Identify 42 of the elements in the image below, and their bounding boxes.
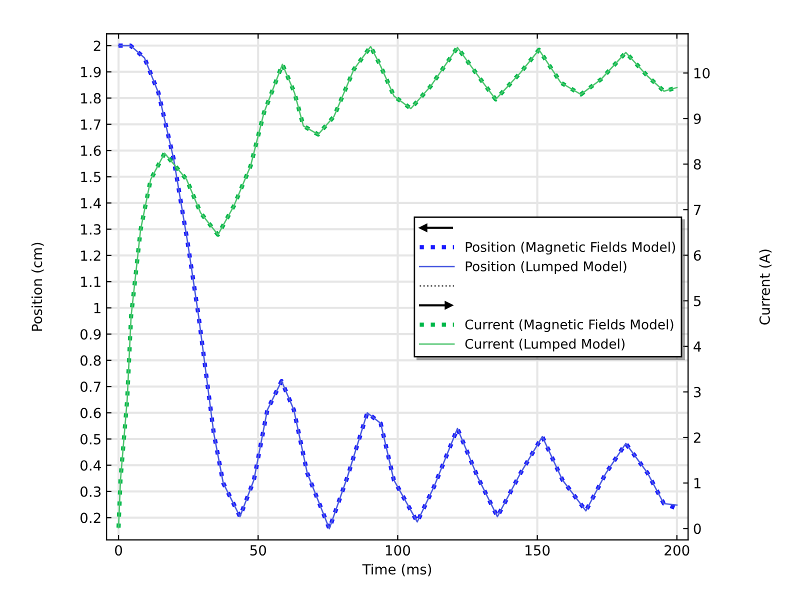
y-tick-label: 1 — [94, 303, 100, 314]
y-tick-label: 0.9 — [80, 329, 101, 340]
y-tick-label: 1.9 — [81, 66, 101, 78]
y2-tick-label: 8 — [694, 159, 701, 170]
y2-tick-label: 5 — [694, 296, 701, 306]
y2-tick-label: 6 — [694, 250, 701, 261]
x-tick-label: 100 — [386, 545, 410, 556]
x-tick-label: 0 — [115, 545, 122, 556]
y-tick-label: 1.1 — [81, 276, 100, 287]
y-tick-label: 2 — [94, 40, 100, 51]
x-tick-label: 200 — [664, 545, 690, 556]
legend-label: Position (Lumped Model) — [466, 261, 626, 274]
y-tick-label: 1.2 — [81, 250, 100, 261]
y-tick-label: 0.2 — [80, 512, 100, 524]
y-tick-label: 0.5 — [80, 434, 100, 444]
y2-tick-label: 10 — [694, 68, 710, 78]
y-tick-label: 0.3 — [80, 486, 101, 497]
y-axis-title: Position (cm) — [31, 242, 44, 331]
legend-label: Current (Magnetic Fields Model) — [465, 319, 674, 332]
x-tick-label: 50 — [250, 545, 266, 556]
y-tick-label: 1.8 — [81, 93, 101, 104]
x-axis-title: Time (ms) — [362, 564, 432, 576]
y2-tick-label: 0 — [694, 524, 701, 534]
y-tick-label: 1.4 — [81, 198, 101, 208]
legend-label: Position (Magnetic Fields Model) — [466, 242, 676, 255]
x-tick-label: 150 — [526, 545, 550, 556]
y2-tick-label: 3 — [694, 386, 701, 398]
y-tick-label: 1.7 — [81, 119, 100, 130]
y-tick-label: 0.6 — [80, 408, 101, 418]
legend-label: Current (Lumped Model) — [465, 338, 624, 352]
y-tick-label: 0.7 — [80, 382, 100, 392]
y2-axis-title: Current (A) — [759, 250, 772, 325]
y-tick-label: 0.8 — [80, 355, 101, 366]
y2-tick-label: 9 — [694, 114, 701, 124]
y-tick-label: 1.6 — [81, 145, 101, 156]
y2-tick-label: 4 — [694, 342, 701, 352]
y-tick-label: 0.4 — [80, 460, 101, 471]
y2-tick-label: 2 — [694, 432, 700, 443]
y-tick-label: 1.5 — [81, 172, 100, 182]
y-tick-label: 1.3 — [81, 224, 101, 235]
y2-tick-label: 7 — [694, 204, 701, 215]
y2-tick-label: 1 — [694, 478, 700, 488]
